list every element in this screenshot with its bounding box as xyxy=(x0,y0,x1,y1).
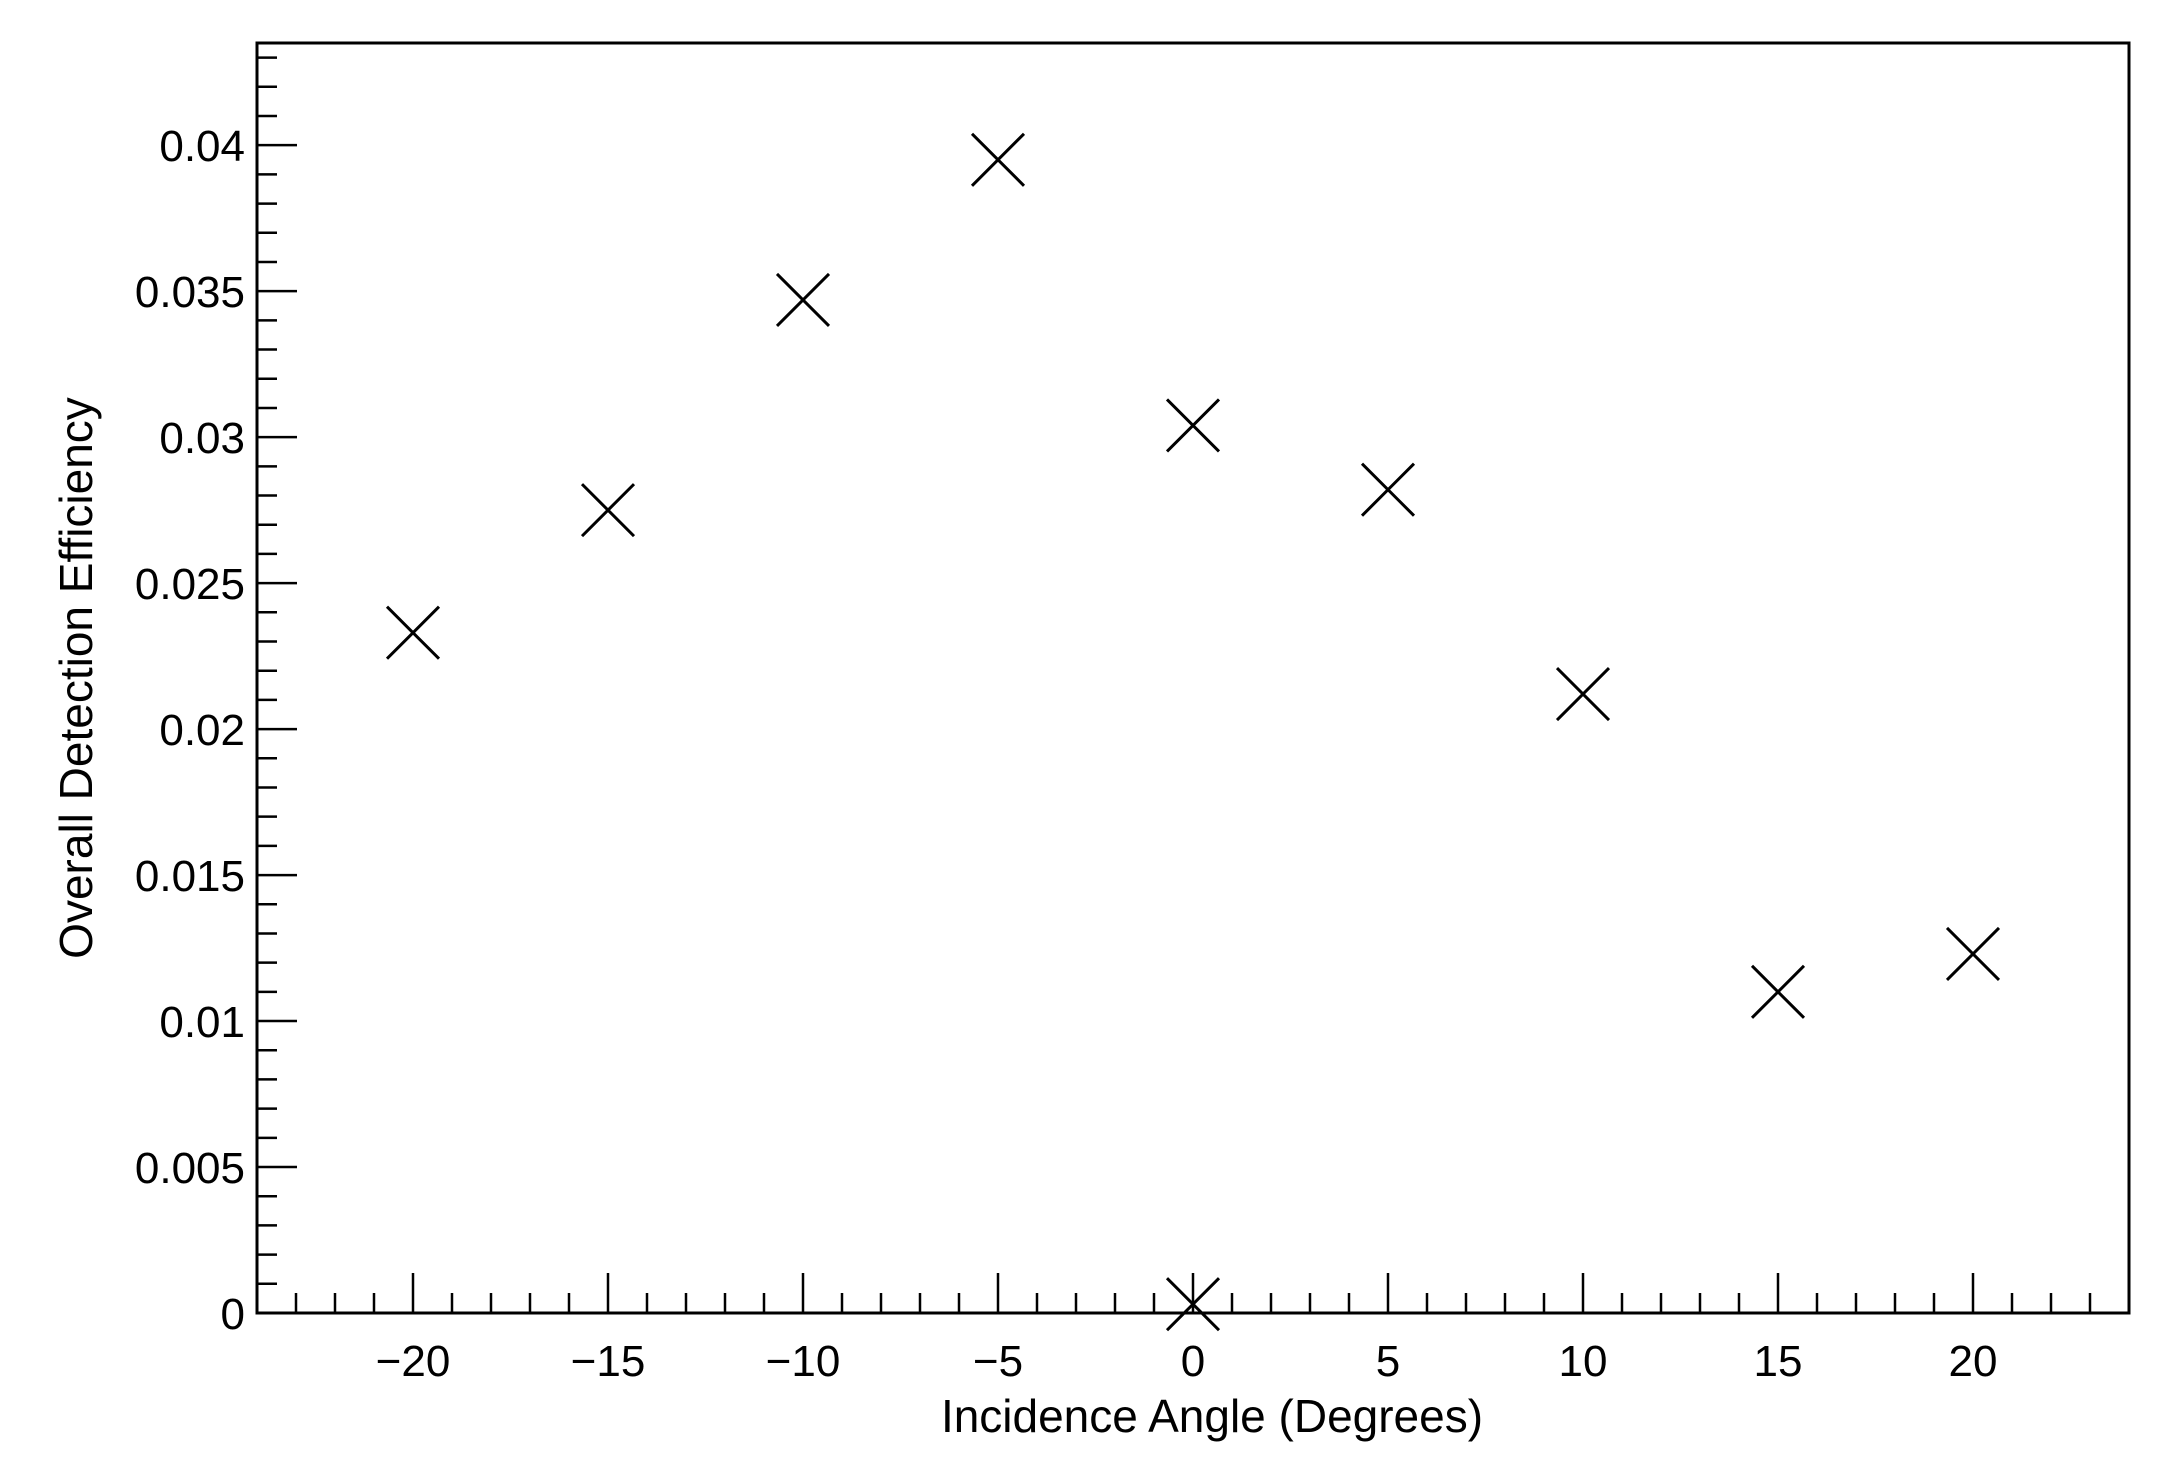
x-tick-label: −5 xyxy=(973,1337,1023,1386)
y-tick-label: 0.015 xyxy=(135,852,245,901)
y-tick-label: 0.005 xyxy=(135,1144,245,1193)
y-axis-tick-labels: 0 0.005 0.01 0.015 0.02 0.025 0.03 0.035 0.04 xyxy=(135,122,245,1339)
y-tick-label: 0.035 xyxy=(135,268,245,317)
y-axis-title: Overall Detection Efficiency xyxy=(50,397,102,959)
x-tick-label: −20 xyxy=(376,1337,451,1386)
x-tick-label: 10 xyxy=(1559,1337,1608,1386)
data-point-marker xyxy=(1360,462,1416,517)
data-point-marker xyxy=(385,605,441,660)
data-point-marker xyxy=(775,272,831,327)
x-tick-label: 15 xyxy=(1754,1337,1803,1386)
data-point-marker xyxy=(1945,926,2001,981)
y-axis-ticks xyxy=(257,56,297,1315)
y-tick-label: 0.01 xyxy=(159,998,245,1047)
x-axis-title: Incidence Angle (Degrees) xyxy=(941,1390,1483,1442)
x-tick-label: 20 xyxy=(1949,1337,1998,1386)
y-tick-label: 0.04 xyxy=(159,122,245,171)
y-tick-label: 0.03 xyxy=(159,414,245,463)
y-tick-label: 0 xyxy=(221,1290,245,1339)
data-point-marker xyxy=(580,483,636,538)
x-tick-label: 0 xyxy=(1181,1337,1205,1386)
data-point-marker xyxy=(1165,1277,1221,1332)
data-point-marker xyxy=(970,132,1026,187)
data-points xyxy=(385,132,2001,1332)
x-axis-tick-labels: −20 −15 −10 −5 0 5 10 15 20 xyxy=(376,1337,1998,1386)
data-point-marker xyxy=(1165,398,1221,453)
data-point-marker xyxy=(1750,964,1806,1019)
data-point-marker xyxy=(1555,666,1611,722)
x-tick-label: −15 xyxy=(571,1337,646,1386)
x-tick-label: −10 xyxy=(766,1337,841,1386)
y-tick-label: 0.02 xyxy=(159,706,245,755)
y-tick-label: 0.025 xyxy=(135,560,245,609)
x-tick-label: 5 xyxy=(1376,1337,1400,1386)
